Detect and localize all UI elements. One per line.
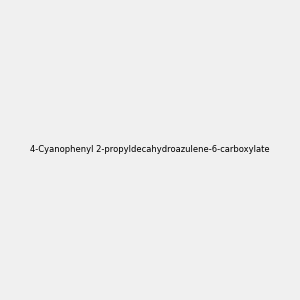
Text: 4-Cyanophenyl 2-propyldecahydroazulene-6-carboxylate: 4-Cyanophenyl 2-propyldecahydroazulene-6…: [30, 146, 270, 154]
